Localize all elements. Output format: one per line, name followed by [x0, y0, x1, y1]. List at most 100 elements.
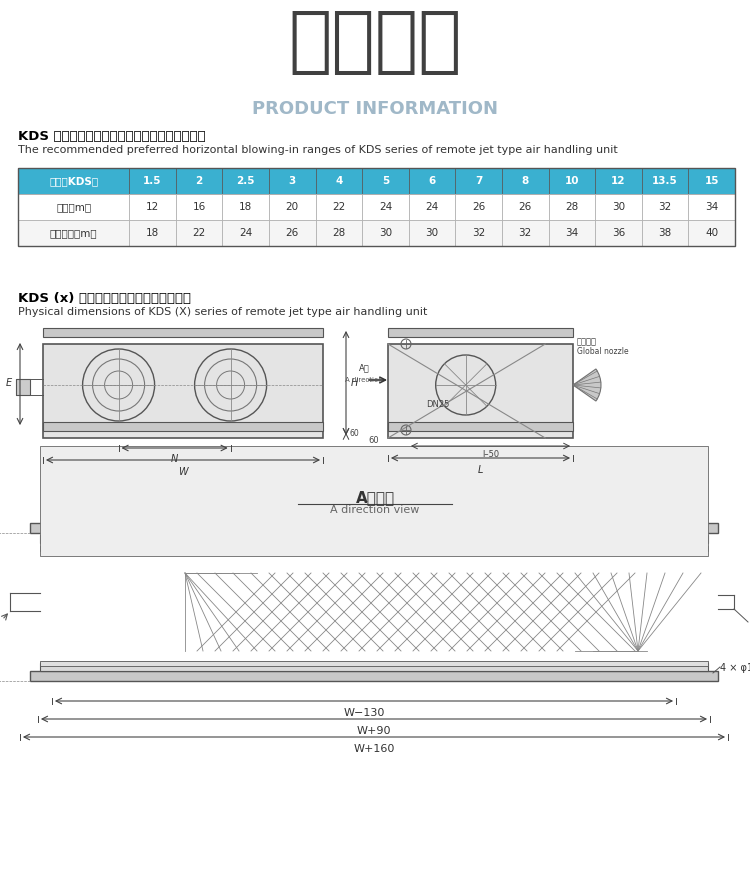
FancyBboxPatch shape — [548, 168, 596, 194]
FancyBboxPatch shape — [129, 168, 176, 194]
Text: 28: 28 — [566, 202, 578, 212]
FancyBboxPatch shape — [222, 220, 269, 246]
FancyBboxPatch shape — [642, 220, 688, 246]
FancyBboxPatch shape — [502, 220, 548, 246]
FancyBboxPatch shape — [316, 220, 362, 246]
Text: 4 × φ14: 4 × φ14 — [720, 663, 750, 673]
Text: 24: 24 — [425, 202, 439, 212]
Text: 18: 18 — [239, 202, 252, 212]
Text: DN25: DN25 — [426, 400, 449, 409]
FancyBboxPatch shape — [176, 220, 222, 246]
FancyBboxPatch shape — [688, 194, 735, 220]
Text: KDS 远程射流空调机组水平送风射程选用推荐表: KDS 远程射流空调机组水平送风射程选用推荐表 — [18, 130, 206, 143]
Text: 5: 5 — [382, 176, 389, 186]
FancyBboxPatch shape — [43, 328, 323, 337]
Text: 40: 40 — [705, 228, 718, 238]
Text: 24: 24 — [239, 228, 252, 238]
Text: 20: 20 — [286, 202, 298, 212]
FancyBboxPatch shape — [40, 546, 708, 551]
FancyBboxPatch shape — [176, 194, 222, 220]
Text: 产品参数: 产品参数 — [288, 8, 462, 77]
Text: 36: 36 — [612, 228, 625, 238]
Text: PRODUCT INFORMATION: PRODUCT INFORMATION — [252, 100, 498, 118]
Text: 18: 18 — [146, 228, 159, 238]
Text: 2: 2 — [196, 176, 202, 186]
Text: L: L — [478, 465, 483, 475]
FancyBboxPatch shape — [16, 379, 30, 395]
Text: 12: 12 — [611, 176, 626, 186]
FancyBboxPatch shape — [316, 194, 362, 220]
FancyBboxPatch shape — [18, 194, 129, 220]
FancyBboxPatch shape — [642, 194, 688, 220]
FancyBboxPatch shape — [30, 523, 718, 533]
Text: Global nozzle: Global nozzle — [577, 347, 628, 356]
FancyBboxPatch shape — [129, 220, 176, 246]
Text: 16: 16 — [193, 202, 206, 212]
Text: W: W — [178, 467, 188, 477]
FancyBboxPatch shape — [388, 328, 573, 337]
Text: Physical dimensions of KDS (X) series of remote jet type air handling unit: Physical dimensions of KDS (X) series of… — [18, 307, 427, 317]
FancyBboxPatch shape — [548, 220, 596, 246]
FancyBboxPatch shape — [30, 671, 718, 681]
Text: 2.5: 2.5 — [236, 176, 255, 186]
Text: W+90: W+90 — [357, 726, 392, 736]
Text: 60: 60 — [369, 436, 380, 445]
FancyBboxPatch shape — [176, 168, 222, 194]
FancyBboxPatch shape — [362, 194, 409, 220]
Text: 32: 32 — [519, 228, 532, 238]
Text: A direction: A direction — [345, 377, 382, 383]
Text: 10: 10 — [565, 176, 579, 186]
Text: E: E — [6, 378, 12, 388]
FancyBboxPatch shape — [43, 422, 323, 431]
Text: 26: 26 — [472, 202, 485, 212]
Text: 34: 34 — [705, 202, 718, 212]
Text: 8: 8 — [522, 176, 529, 186]
FancyBboxPatch shape — [316, 168, 362, 194]
Text: 32: 32 — [658, 202, 672, 212]
Text: 22: 22 — [193, 228, 206, 238]
Text: 28: 28 — [332, 228, 346, 238]
FancyBboxPatch shape — [18, 220, 129, 246]
Text: 球型喷口: 球型喷口 — [577, 337, 597, 346]
FancyBboxPatch shape — [596, 220, 642, 246]
FancyBboxPatch shape — [455, 168, 502, 194]
Text: 32: 32 — [472, 228, 485, 238]
FancyBboxPatch shape — [548, 194, 596, 220]
FancyBboxPatch shape — [502, 194, 548, 220]
FancyBboxPatch shape — [40, 535, 708, 543]
Text: H: H — [351, 378, 358, 388]
Text: 1.5: 1.5 — [143, 176, 162, 186]
FancyBboxPatch shape — [269, 220, 316, 246]
Text: 30: 30 — [425, 228, 439, 238]
Text: 34: 34 — [566, 228, 578, 238]
FancyBboxPatch shape — [40, 663, 708, 671]
Text: l–50: l–50 — [482, 450, 499, 459]
Text: The recommended preferred horizontal blowing-in ranges of KDS series of remote j: The recommended preferred horizontal blo… — [18, 145, 618, 155]
Text: 26: 26 — [286, 228, 299, 238]
Text: 使用距离（m）: 使用距离（m） — [50, 228, 98, 238]
FancyBboxPatch shape — [362, 220, 409, 246]
Text: KDS (x) 系列远程射流空调机组外形尺寸: KDS (x) 系列远程射流空调机组外形尺寸 — [18, 292, 191, 305]
Text: 38: 38 — [658, 228, 672, 238]
FancyBboxPatch shape — [455, 220, 502, 246]
Text: W+160: W+160 — [353, 744, 395, 754]
Text: 26: 26 — [519, 202, 532, 212]
FancyBboxPatch shape — [388, 422, 573, 431]
FancyBboxPatch shape — [269, 168, 316, 194]
FancyBboxPatch shape — [222, 168, 269, 194]
FancyBboxPatch shape — [688, 220, 735, 246]
Text: 60: 60 — [349, 429, 358, 439]
FancyBboxPatch shape — [455, 194, 502, 220]
Text: 30: 30 — [612, 202, 625, 212]
Text: A direction view: A direction view — [330, 505, 420, 515]
FancyBboxPatch shape — [18, 168, 129, 194]
Wedge shape — [573, 369, 601, 401]
Text: 24: 24 — [379, 202, 392, 212]
Text: 13.5: 13.5 — [652, 176, 678, 186]
Text: 射程（m）: 射程（m） — [56, 202, 92, 212]
FancyBboxPatch shape — [688, 168, 735, 194]
Text: 22: 22 — [332, 202, 346, 212]
Text: A向视图: A向视图 — [356, 490, 395, 505]
FancyBboxPatch shape — [596, 194, 642, 220]
FancyBboxPatch shape — [43, 344, 323, 438]
